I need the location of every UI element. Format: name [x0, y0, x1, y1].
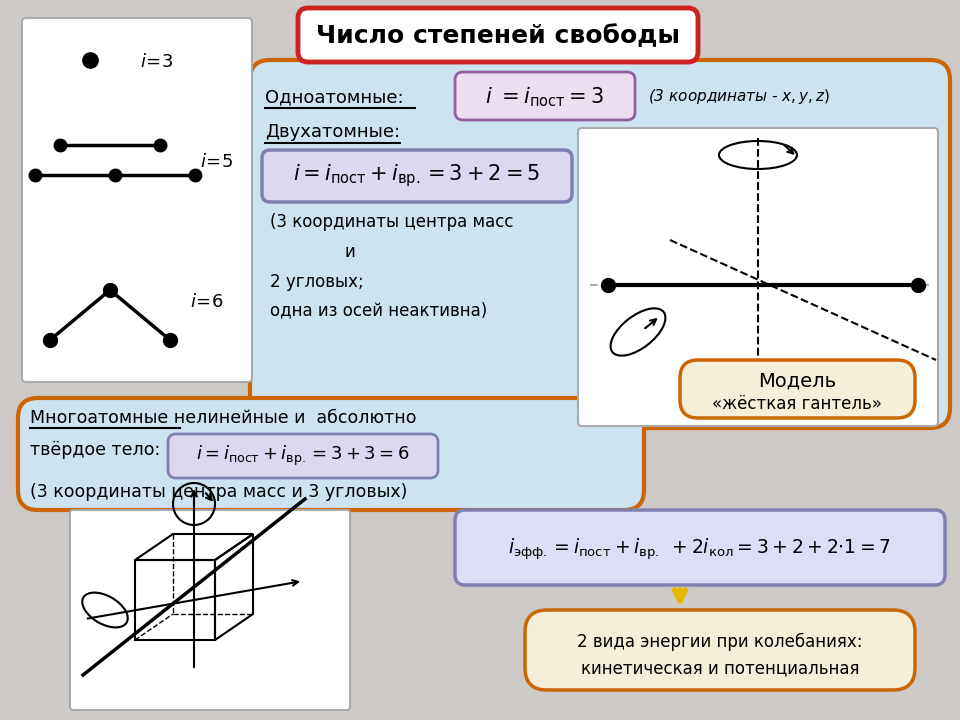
- Text: 2 угловых;: 2 угловых;: [270, 273, 364, 291]
- FancyBboxPatch shape: [168, 434, 438, 478]
- Text: (3 координаты - $x, y, z)$: (3 координаты - $x, y, z)$: [648, 88, 830, 107]
- FancyBboxPatch shape: [18, 398, 644, 510]
- FancyBboxPatch shape: [22, 18, 252, 382]
- FancyBboxPatch shape: [70, 510, 350, 710]
- Text: $i\ =i_{\rm пост}=3$: $i\ =i_{\rm пост}=3$: [485, 85, 604, 109]
- FancyBboxPatch shape: [525, 610, 915, 690]
- FancyBboxPatch shape: [455, 510, 945, 585]
- Text: одна из осей неактивна): одна из осей неактивна): [270, 301, 488, 319]
- FancyBboxPatch shape: [250, 60, 950, 428]
- Text: Модель: Модель: [758, 372, 836, 390]
- Text: кинетическая и потенциальная: кинетическая и потенциальная: [581, 659, 859, 677]
- Text: 2 вида энергии при колебаниях:: 2 вида энергии при колебаниях:: [577, 633, 863, 651]
- FancyBboxPatch shape: [578, 128, 938, 426]
- Text: и: и: [345, 243, 355, 261]
- FancyBboxPatch shape: [680, 360, 915, 418]
- Text: Число степеней свободы: Число степеней свободы: [316, 24, 680, 48]
- FancyBboxPatch shape: [298, 8, 698, 62]
- Text: $i\!=\!5$: $i\!=\!5$: [200, 153, 233, 171]
- FancyBboxPatch shape: [455, 72, 635, 120]
- Text: (3 координаты центра масс и 3 угловых): (3 координаты центра масс и 3 угловых): [30, 483, 407, 501]
- Text: (3 координаты центра масс: (3 координаты центра масс: [270, 213, 514, 231]
- Text: $i\!=\!3$: $i\!=\!3$: [140, 53, 173, 71]
- Text: $i=i_{\rm пост}+i_{\rm вр.}=3+2=5$: $i=i_{\rm пост}+i_{\rm вр.}=3+2=5$: [294, 163, 540, 189]
- Text: твёрдое тело:: твёрдое тело:: [30, 441, 160, 459]
- Text: $i=i_{\rm пост}+i_{\rm вр.}=3+3=6$: $i=i_{\rm пост}+i_{\rm вр.}=3+3=6$: [196, 444, 410, 468]
- FancyBboxPatch shape: [262, 150, 572, 202]
- Text: Двухатомные:: Двухатомные:: [265, 123, 400, 141]
- Text: Многоатомные нелинейные и  абсолютно: Многоатомные нелинейные и абсолютно: [30, 409, 417, 427]
- Text: $i\!=\!6$: $i\!=\!6$: [190, 293, 224, 311]
- Text: Одноатомные:: Одноатомные:: [265, 88, 403, 106]
- Text: «жёсткая гантель»: «жёсткая гантель»: [712, 395, 882, 413]
- Text: $i_{\rm эфф.}=i_{\rm пост}+i_{\rm вр.}\ +2i_{\rm кол}=3+2+2{\cdot}1=7$: $i_{\rm эфф.}=i_{\rm пост}+i_{\rm вр.}\ …: [509, 536, 892, 562]
